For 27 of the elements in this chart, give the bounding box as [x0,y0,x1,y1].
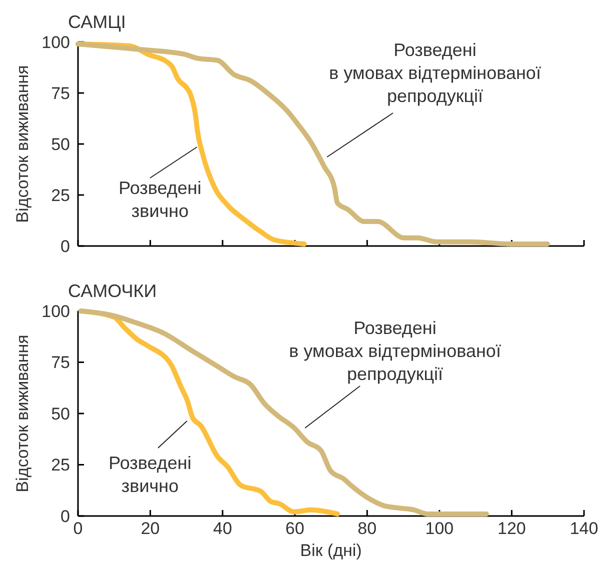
y-tick-label: 0 [60,506,70,526]
y-axis-title: Відсоток виживання [12,334,32,492]
series-label: Розведені в умовах відтермінованої репродукції [289,318,501,384]
y-tick-label: 75 [51,353,70,372]
x-tick-label: 60 [285,519,304,538]
series-label: Розведені в умовах відтермінованої репродукції [329,40,541,106]
y-tick-label: 25 [51,186,70,205]
x-axis-title: Вік (дні) [300,541,362,560]
x-tick-label: 140 [570,519,598,538]
chart-title: САМЦІ [68,12,126,32]
series-label: Розведені звично [108,453,192,496]
x-tick-label: 120 [498,519,526,538]
y-tick-label: 75 [51,84,70,103]
y-tick-label: 50 [51,134,70,154]
series-label: Розведені звично [118,178,202,221]
x-tick-label: 80 [358,519,377,538]
y-tick-label: 0 [60,236,70,256]
y-axis-title: Відсоток виживання [12,65,32,223]
x-tick-label: 100 [425,519,454,538]
chart-title: САМОЧКИ [68,281,157,301]
x-tick-label: 40 [213,519,232,538]
y-tick-label: 50 [51,404,70,424]
y-tick-label: 100 [42,32,70,52]
y-tick-label: 100 [42,302,70,321]
x-tick-label: 0 [73,519,83,538]
x-tick-label: 20 [140,519,160,538]
y-tick-label: 25 [51,456,70,475]
